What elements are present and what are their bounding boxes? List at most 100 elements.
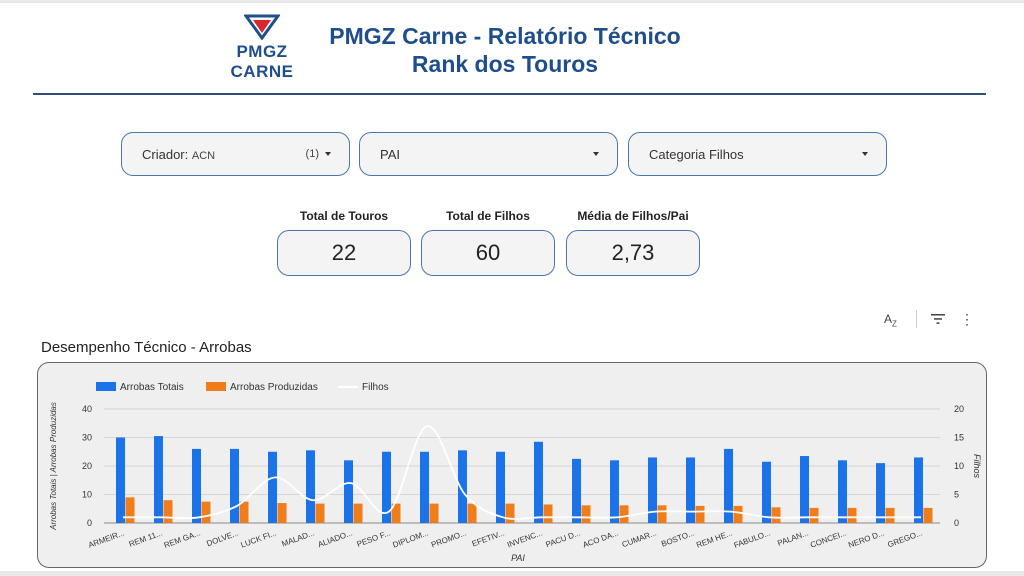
criador-filter[interactable]: Criador: ACN (1) — [121, 132, 350, 176]
x-axis-title: PAI — [511, 553, 525, 563]
criador-filter-count: (1) — [305, 148, 319, 160]
bar-arrobas-totais — [268, 451, 277, 523]
bar-arrobas-produzidas — [695, 505, 705, 523]
top-frame-border — [0, 0, 1024, 3]
bar-arrobas-totais — [800, 456, 809, 523]
x-tick-label: CUMAR... — [621, 528, 658, 549]
toolbar-separator — [916, 310, 917, 328]
total-touros-value: 22 — [277, 230, 411, 276]
y-tick-label: 20 — [82, 461, 92, 471]
chevron-down-icon — [862, 152, 868, 156]
bar-arrobas-produzidas — [543, 504, 553, 523]
chevron-down-icon — [593, 152, 599, 156]
bar-arrobas-produzidas — [505, 503, 515, 523]
legend-swatch — [206, 382, 226, 391]
legend-label: Arrobas Totais — [120, 382, 184, 393]
bar-arrobas-totais — [534, 441, 543, 523]
bar-arrobas-produzidas — [657, 505, 667, 523]
title-line-1: PMGZ Carne - Relatório Técnico — [329, 23, 681, 49]
x-tick-label: INVENC... — [506, 528, 544, 549]
bar-arrobas-totais — [230, 448, 239, 523]
y-axis-title: Arrobas Totais | Arrobas Produzidas — [49, 402, 58, 531]
categoria-filter-label: Categoria Filhos — [649, 147, 744, 162]
legend-label: Arrobas Produzidas — [230, 382, 318, 393]
bar-arrobas-produzidas — [619, 505, 629, 523]
bar-arrobas-produzidas — [391, 503, 401, 523]
y2-tick-label: 10 — [954, 461, 964, 471]
chart-title: Desempenho Técnico - Arrobas — [41, 339, 252, 356]
bar-arrobas-totais — [610, 460, 619, 523]
bar-arrobas-produzidas — [163, 500, 173, 523]
legend-swatch — [96, 382, 116, 391]
filhos-series-line — [123, 425, 921, 520]
bar-arrobas-produzidas — [885, 507, 895, 523]
bar-arrobas-totais — [838, 460, 847, 523]
chart-card: 0 10 20 30 40 0 5 10 15 20 Arrobas Totais Arrobas P… — [37, 362, 987, 568]
y-tick-label: 0 — [87, 518, 92, 528]
total-touros-label: Total de Touros — [299, 209, 389, 223]
total-filhos-label: Total de Filhos — [446, 209, 530, 223]
bar-arrobas-totais — [306, 450, 315, 523]
logo-triangle-icon — [244, 14, 280, 40]
bar-arrobas-totais — [458, 450, 467, 523]
categoria-filhos-filter[interactable]: Categoria Filhos — [628, 132, 887, 176]
media-filhos-value: 2,73 — [566, 230, 700, 276]
bar-arrobas-totais — [648, 457, 657, 523]
bar-arrobas-produzidas — [239, 501, 249, 523]
x-tick-label: ARMEIR... — [87, 528, 126, 549]
logo-text-line1: PMGZ — [236, 42, 288, 61]
bar-arrobas-totais — [420, 451, 429, 523]
bar-arrobas-produzidas — [467, 503, 477, 523]
chevron-down-icon — [325, 152, 331, 156]
bar-arrobas-produzidas — [923, 507, 933, 523]
logo-text-line2: CARNE — [230, 62, 294, 81]
more-vert-icon[interactable]: ⋮ — [960, 311, 974, 327]
bar-arrobas-totais — [914, 457, 923, 523]
page-title: PMGZ Carne - Relatório Técnico Rank dos … — [305, 22, 705, 78]
x-tick-label: EFETIV... — [471, 528, 506, 548]
filter-icon[interactable] — [930, 312, 946, 326]
bar-arrobas-totais — [344, 460, 353, 523]
x-tick-label: LUCK FI... — [240, 528, 278, 549]
x-tick-label: GREGO... — [886, 528, 923, 549]
total-filhos-value: 60 — [421, 230, 555, 276]
bar-arrobas-totais — [724, 448, 733, 523]
bar-arrobas-produzidas — [847, 507, 857, 523]
pai-filter[interactable]: PAI — [359, 132, 618, 176]
x-tick-label: BOSTO... — [660, 528, 696, 548]
y-tick-label: 30 — [82, 433, 92, 443]
bar-arrobas-totais — [686, 457, 695, 523]
x-tick-label: CONCEI... — [809, 528, 848, 549]
chart-toolbar: AZ ⋮ — [884, 310, 974, 330]
bar-arrobas-totais — [154, 436, 163, 523]
title-line-2: Rank dos Touros — [411, 51, 599, 77]
y2-tick-label: 15 — [954, 433, 964, 443]
x-tick-label: ALIADO... — [317, 528, 354, 549]
sort-az-icon[interactable]: AZ — [884, 312, 897, 329]
bar-arrobas-produzidas — [733, 505, 743, 523]
y2-tick-label: 0 — [954, 518, 959, 528]
bar-arrobas-totais — [116, 437, 125, 523]
bar-arrobas-totais — [496, 451, 505, 523]
arrobas-chart: 0 10 20 30 40 0 5 10 15 20 Arrobas Totais Arrobas P… — [49, 382, 982, 563]
x-tick-label: REM GA... — [163, 528, 202, 550]
bottom-frame-border — [0, 571, 1024, 576]
bar-arrobas-produzidas — [581, 505, 591, 523]
x-tick-label: ACO DA... — [582, 528, 620, 549]
bar-arrobas-produzidas — [315, 503, 325, 523]
x-tick-label: PROMO... — [430, 528, 468, 549]
bar-arrobas-produzidas — [353, 503, 363, 523]
y2-axis-title: Filhos — [972, 454, 982, 479]
bar-arrobas-totais — [572, 458, 581, 523]
x-tick-label: DIPLOM... — [392, 528, 430, 549]
x-tick-label: MALAD... — [280, 528, 315, 548]
criador-filter-label: Criador: ACN — [142, 147, 216, 162]
bar-arrobas-totais — [192, 448, 201, 523]
x-tick-label: PACU D... — [544, 528, 581, 549]
y-tick-label: 40 — [82, 404, 92, 414]
bar-arrobas-totais — [382, 451, 391, 523]
x-tick-label: REM HE... — [695, 528, 734, 549]
bar-arrobas-produzidas — [125, 497, 135, 523]
x-tick-label: NERO D... — [847, 528, 886, 549]
bar-arrobas-totais — [762, 461, 771, 523]
